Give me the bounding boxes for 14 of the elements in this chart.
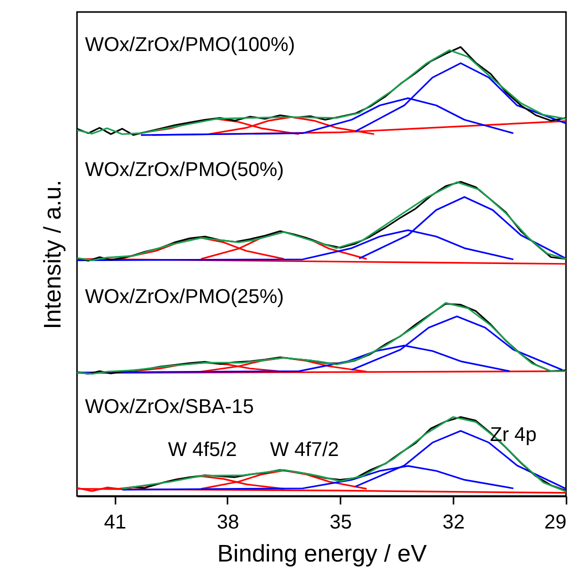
x-tick-label: 32 xyxy=(442,512,465,534)
x-tick-label: 41 xyxy=(104,512,126,534)
annotation: WOx/ZrOx/PMO(100%) xyxy=(85,34,296,56)
x-tick-label: 35 xyxy=(330,512,352,534)
annotation: W 4f5/2 xyxy=(168,439,237,461)
annotation: WOx/ZrOx/PMO(50%) xyxy=(85,159,284,181)
y-axis-title: Intensity / a.u. xyxy=(40,180,66,330)
annotation: WOx/ZrOx/SBA-15 xyxy=(85,396,254,418)
annotation: WOx/ZrOx/PMO(25%) xyxy=(85,286,284,308)
x-axis-title: Binding energy / eV xyxy=(217,540,427,568)
x-tick-label: 38 xyxy=(216,512,240,534)
annotation: W 4f7/2 xyxy=(270,439,339,461)
x-tick-label: 29 xyxy=(544,512,566,534)
annotation: Zr 4p xyxy=(490,424,537,446)
